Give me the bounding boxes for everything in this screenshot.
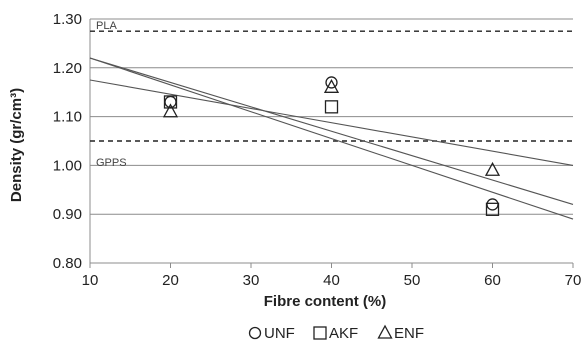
x-tick-label: 10 xyxy=(82,272,99,289)
reference-label-gpps: GPPS xyxy=(96,157,127,169)
legend-unf-label: UNF xyxy=(264,325,295,342)
legend-akf-marker xyxy=(314,327,326,339)
trendlines xyxy=(90,58,573,219)
x-tick-label: 50 xyxy=(404,272,421,289)
x-tick-label: 40 xyxy=(323,272,340,289)
y-tick-label: 0.80 xyxy=(53,255,82,272)
legend: UNF AKF ENF xyxy=(250,325,425,342)
legend-akf-label: AKF xyxy=(329,325,358,342)
x-tick-label: 20 xyxy=(162,272,179,289)
akf-point xyxy=(326,101,338,113)
legend-enf-marker xyxy=(379,326,392,338)
y-tick-label: 1.30 xyxy=(53,11,82,28)
legend-enf-label: ENF xyxy=(394,325,424,342)
tick-labels: 0.80 0.90 1.00 1.10 1.20 1.30 10 20 30 40 50 60 70 xyxy=(53,11,582,289)
y-tick-label: 1.00 xyxy=(53,157,82,174)
x-tick-label: 60 xyxy=(484,272,501,289)
x-tick-label: 30 xyxy=(243,272,260,289)
data-markers xyxy=(164,77,499,215)
x-tick-label: 70 xyxy=(565,272,582,289)
y-axis-title: Density (gr/cm³) xyxy=(8,88,25,202)
y-tick-label: 1.20 xyxy=(53,60,82,77)
enf-point xyxy=(164,105,177,117)
reference-lines: PLA GPPS xyxy=(90,20,573,169)
y-tick-label: 0.90 xyxy=(53,206,82,223)
reference-label-pla: PLA xyxy=(96,20,117,32)
legend-unf-marker xyxy=(250,328,261,339)
grid-layer xyxy=(90,19,573,268)
y-tick-label: 1.10 xyxy=(53,109,82,126)
trendline xyxy=(90,58,573,219)
unf-point xyxy=(487,199,498,210)
x-axis-title: Fibre content (%) xyxy=(264,293,387,310)
